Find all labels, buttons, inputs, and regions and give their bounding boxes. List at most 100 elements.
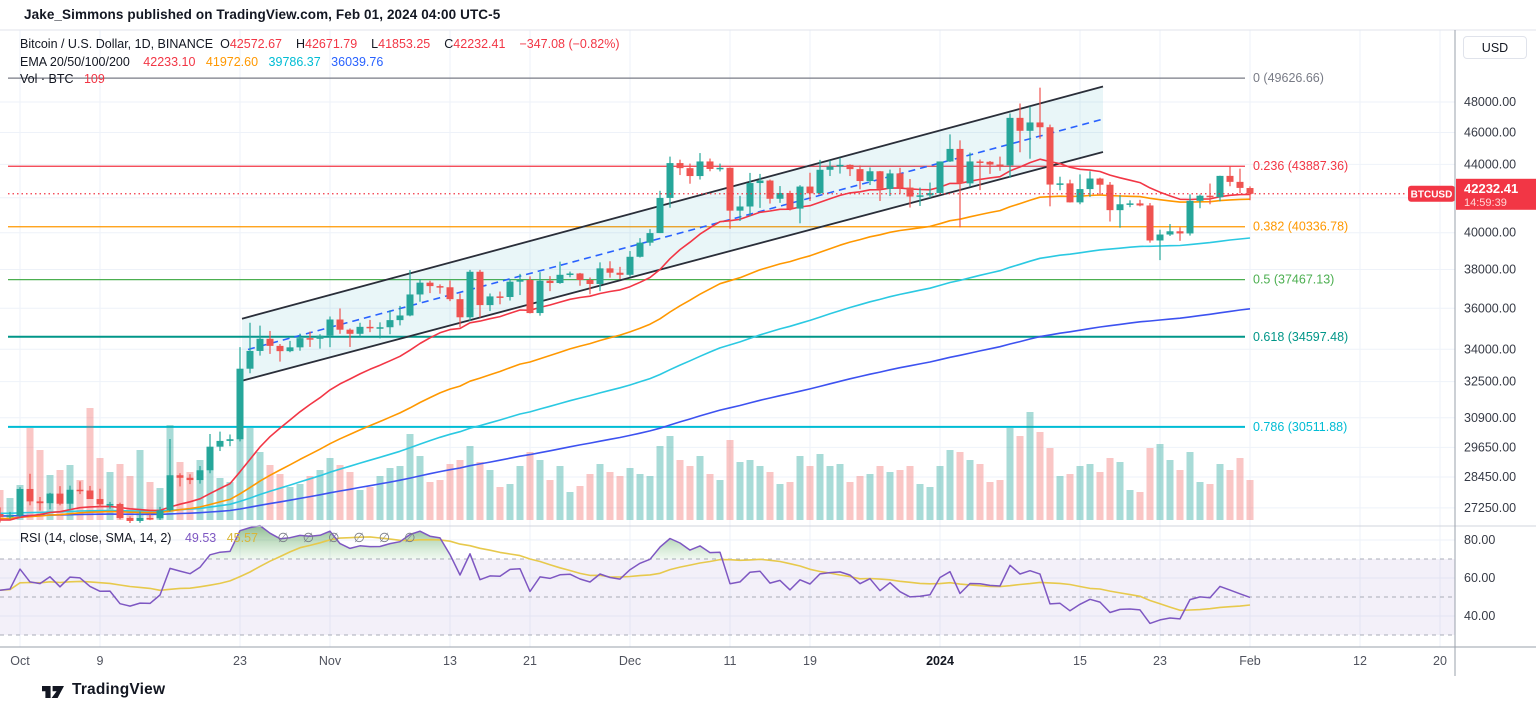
- candle-body: [616, 272, 624, 275]
- volume-bar: [546, 480, 554, 520]
- rsi-overbought-fill: [650, 538, 723, 559]
- tradingview-brand[interactable]: TradingView: [42, 681, 165, 699]
- rsi-label: RSI (14, close, SMA, 14, 2): [20, 531, 172, 545]
- volume-bar: [806, 466, 814, 520]
- time-tick-label: 19: [803, 654, 817, 668]
- empty-set-icon: ∅: [277, 530, 289, 545]
- volume-bar: [826, 466, 834, 520]
- fib-label: 0.5 (37467.13): [1253, 273, 1334, 287]
- candle-body: [0, 514, 4, 517]
- fib-label: 0.382 (40336.78): [1253, 220, 1348, 234]
- low-value: L41853.25: [371, 37, 431, 51]
- volume-bar: [1186, 452, 1194, 520]
- volume-bar: [1206, 484, 1214, 520]
- ema-legend-row[interactable]: EMA 20/50/100/200 42233.10 41972.60 3978…: [20, 55, 390, 69]
- candle-body: [186, 477, 194, 481]
- price-tick-label: 32500.00: [1464, 375, 1516, 389]
- volume-label: Vol · BTC: [20, 72, 74, 86]
- candle-body: [266, 338, 274, 346]
- volume-bar: [426, 482, 434, 520]
- candle-body: [846, 164, 854, 170]
- candle-body: [1096, 178, 1104, 185]
- candle-body: [106, 503, 114, 506]
- close-value: C42232.41: [444, 37, 506, 51]
- candle-body: [986, 161, 994, 165]
- candle-body: [956, 148, 964, 184]
- volume-bar: [1176, 470, 1184, 520]
- volume-bar: [646, 476, 654, 520]
- volume-bar: [1146, 448, 1154, 520]
- candle-body: [116, 503, 124, 518]
- price-tick-label: 48000.00: [1464, 95, 1516, 109]
- volume-bar: [406, 434, 414, 520]
- volume-bar: [786, 482, 794, 520]
- candle-body: [1086, 178, 1094, 190]
- symbol-price-flag: [1408, 185, 1455, 202]
- volume-bar: [796, 456, 804, 520]
- candle-body: [596, 268, 604, 284]
- candle-body: [456, 299, 464, 318]
- candle-body: [696, 161, 704, 177]
- volume-bar: [596, 464, 604, 520]
- candle-body: [316, 335, 324, 339]
- volume-bar: [126, 476, 134, 520]
- volume-bar: [726, 440, 734, 520]
- volume-bar: [566, 492, 574, 520]
- candle-body: [136, 517, 144, 521]
- candle-body: [346, 329, 354, 334]
- price-tick-label: 44000.00: [1464, 157, 1516, 171]
- volume-bar: [1096, 472, 1104, 520]
- volume-legend-row[interactable]: Vol · BTC 109: [20, 72, 112, 86]
- candle-body: [526, 279, 534, 314]
- last-price-tag: [1456, 178, 1536, 210]
- volume-bar: [676, 460, 684, 520]
- candle-body: [796, 186, 804, 209]
- candle-body: [546, 280, 554, 284]
- change-value: −347.08 (−0.82%): [519, 37, 620, 51]
- candle-body: [206, 446, 214, 471]
- volume-bar: [1026, 412, 1034, 520]
- bar-countdown: 14:59:39: [1464, 197, 1507, 209]
- volume-bar: [76, 480, 84, 520]
- candle-body: [1126, 203, 1134, 205]
- volume-bar: [776, 484, 784, 520]
- time-tick-label: Nov: [319, 654, 342, 668]
- currency-toggle-button[interactable]: USD: [1463, 36, 1527, 59]
- volume-bar: [156, 488, 164, 520]
- candle-body: [36, 501, 44, 504]
- candle-body: [706, 161, 714, 169]
- rsi-value: 49.53: [184, 531, 217, 545]
- ema100-value: 39786.37: [268, 55, 321, 69]
- candle-body: [1106, 184, 1114, 211]
- rsi-tick-label: 80.00: [1464, 533, 1495, 547]
- empty-set-icon: ∅: [404, 530, 416, 545]
- volume-bar: [746, 460, 754, 520]
- candle-body: [326, 319, 334, 336]
- price-tick-label: 27250.00: [1464, 501, 1516, 515]
- candle-body: [786, 192, 794, 209]
- symbol-legend-row[interactable]: Bitcoin / U.S. Dollar, 1D, BINANCE O42572…: [20, 37, 634, 51]
- volume-bar: [486, 470, 494, 520]
- fib-label: 0.618 (34597.48): [1253, 330, 1348, 344]
- rsi-legend-row[interactable]: RSI (14, close, SMA, 14, 2) 49.53 45.57 …: [20, 530, 436, 546]
- candle-body: [716, 167, 724, 170]
- volume-bar: [206, 448, 214, 520]
- candle-body: [256, 338, 264, 351]
- volume-bar: [36, 450, 44, 520]
- candle-body: [756, 180, 764, 184]
- candle-body: [1026, 122, 1034, 131]
- candle-body: [336, 319, 344, 330]
- time-tick-label: 9: [97, 654, 104, 668]
- ema-label: EMA 20/50/100/200: [20, 55, 130, 69]
- empty-set-icon: ∅: [353, 530, 365, 545]
- candle-body: [1116, 204, 1124, 211]
- candle-body: [1236, 181, 1244, 188]
- volume-bar: [6, 498, 14, 520]
- volume-bar: [1116, 462, 1124, 520]
- volume-bar: [1106, 458, 1114, 520]
- fib-label: 0 (49626.66): [1253, 71, 1324, 85]
- candle-body: [356, 326, 364, 334]
- time-tick-label: 15: [1073, 654, 1087, 668]
- volume-bar: [336, 465, 344, 520]
